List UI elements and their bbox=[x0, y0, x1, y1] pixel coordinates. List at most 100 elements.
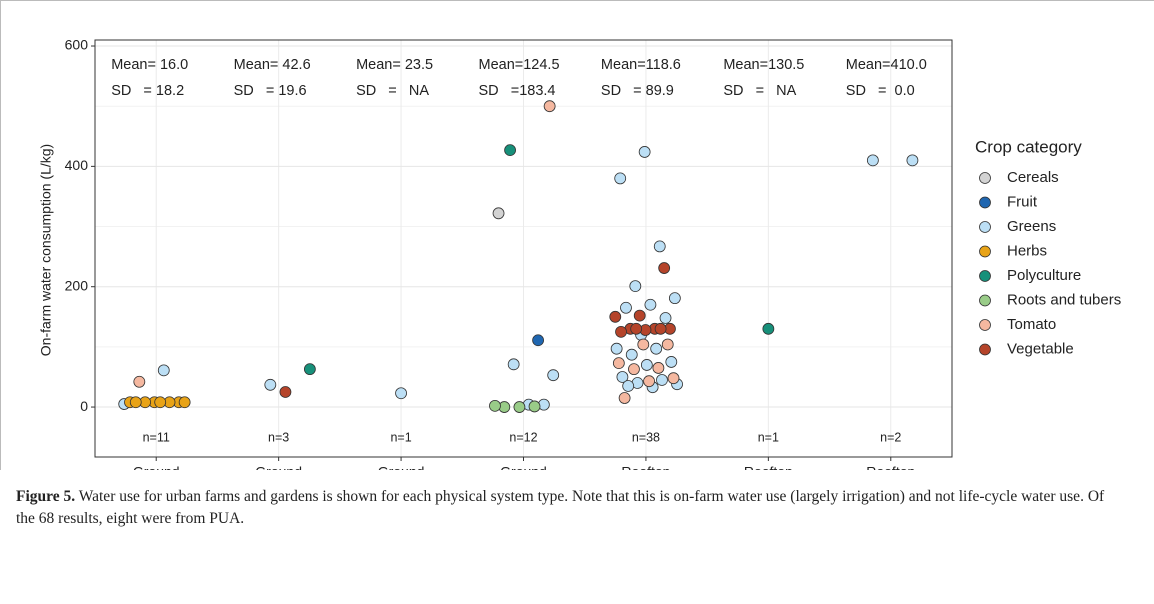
data-point bbox=[616, 371, 629, 383]
sd-label: SD = 89.9 bbox=[601, 83, 674, 99]
data-point bbox=[615, 325, 627, 338]
y-tick-label: 200 bbox=[65, 277, 89, 293]
data-point bbox=[504, 144, 516, 157]
legend-marker bbox=[979, 270, 991, 282]
data-point bbox=[644, 298, 657, 311]
data-point bbox=[628, 363, 640, 376]
mean-label: Mean=118.6 bbox=[601, 57, 681, 73]
n-label: n=38 bbox=[632, 430, 660, 444]
data-point bbox=[762, 322, 775, 335]
data-point bbox=[395, 387, 407, 400]
legend-marker bbox=[979, 319, 991, 331]
legend-label: Cereals bbox=[1007, 169, 1059, 186]
legend-label: Fruit bbox=[1007, 193, 1038, 210]
mean-label: Mean=410.0 bbox=[846, 57, 927, 73]
data-point bbox=[906, 154, 919, 167]
data-point bbox=[633, 309, 646, 322]
legend-label: Roots and tubers bbox=[1007, 291, 1121, 308]
data-point bbox=[129, 396, 142, 409]
legend-marker bbox=[979, 172, 991, 184]
legend-marker bbox=[979, 343, 991, 356]
n-label: n=1 bbox=[758, 430, 779, 444]
sd-label: SD = NA bbox=[356, 83, 429, 99]
legend-marker bbox=[979, 245, 991, 258]
legend-marker bbox=[979, 221, 991, 233]
data-point bbox=[154, 396, 167, 409]
data-point bbox=[629, 280, 642, 293]
data-point bbox=[630, 322, 643, 335]
data-point bbox=[661, 338, 674, 351]
data-point bbox=[532, 334, 544, 347]
sd-label: SD = 0.0 bbox=[846, 83, 915, 99]
n-label: n=12 bbox=[509, 430, 537, 444]
data-point bbox=[650, 342, 663, 355]
caption-text: Water use for urban farms and gardens is… bbox=[16, 488, 1105, 527]
y-tick-label: 0 bbox=[80, 398, 88, 414]
legend-title: Crop category bbox=[975, 137, 1082, 156]
mean-label: Mean= 23.5 bbox=[356, 57, 433, 73]
legend-marker bbox=[979, 196, 991, 209]
sd-label: SD =183.4 bbox=[479, 83, 556, 99]
data-point bbox=[659, 312, 672, 324]
y-tick-label: 600 bbox=[65, 37, 89, 53]
mean-label: Mean= 42.6 bbox=[234, 57, 311, 73]
data-point bbox=[658, 262, 671, 274]
data-point bbox=[547, 369, 560, 382]
data-point bbox=[665, 356, 678, 368]
legend-label: Vegetable bbox=[1007, 340, 1074, 357]
data-point bbox=[157, 364, 170, 377]
data-point bbox=[178, 396, 191, 409]
data-point bbox=[638, 146, 651, 158]
data-point bbox=[653, 240, 666, 253]
data-point bbox=[654, 322, 667, 335]
x-tick-label: Ground bbox=[255, 464, 302, 470]
data-point bbox=[667, 372, 680, 385]
legend-label: Herbs bbox=[1007, 242, 1047, 259]
data-point bbox=[489, 399, 501, 412]
data-point bbox=[622, 380, 635, 392]
x-tick-label: Rooftop bbox=[866, 464, 915, 470]
x-tick-label: Ground bbox=[133, 464, 180, 470]
data-point bbox=[620, 301, 632, 314]
y-axis-label: On-farm water consumption (L/kg) bbox=[38, 144, 54, 356]
legend-marker bbox=[979, 294, 991, 307]
y-tick-label: 400 bbox=[65, 157, 89, 173]
data-point bbox=[492, 207, 505, 220]
legend-label: Polyculture bbox=[1007, 267, 1081, 284]
x-tick-label: Ground bbox=[500, 464, 547, 470]
n-label: n=11 bbox=[143, 430, 170, 444]
data-point bbox=[528, 400, 541, 413]
data-point bbox=[610, 342, 623, 355]
x-tick-label: Rooftop bbox=[744, 464, 793, 470]
data-point bbox=[640, 359, 653, 371]
data-point bbox=[507, 358, 520, 371]
n-label: n=1 bbox=[390, 430, 411, 444]
data-point bbox=[513, 401, 526, 413]
n-label: n=2 bbox=[880, 430, 901, 444]
mean-label: Mean= 16.0 bbox=[111, 57, 188, 73]
n-label: n=3 bbox=[268, 430, 289, 444]
caption: Figure 5. Water use for urban farms and … bbox=[16, 486, 1126, 530]
data-point bbox=[643, 375, 655, 388]
data-point bbox=[303, 363, 316, 376]
legend-label: Greens bbox=[1007, 218, 1056, 235]
data-point bbox=[656, 374, 668, 386]
sd-label: SD = NA bbox=[723, 83, 796, 99]
data-point bbox=[618, 392, 631, 404]
mean-label: Mean=124.5 bbox=[479, 57, 560, 73]
data-point bbox=[652, 362, 665, 374]
data-point bbox=[264, 378, 277, 391]
data-point bbox=[133, 375, 146, 388]
caption-label: Figure 5. bbox=[16, 488, 76, 505]
legend-label: Tomato bbox=[1007, 316, 1056, 333]
data-point bbox=[668, 292, 681, 305]
sd-label: SD = 19.6 bbox=[234, 83, 307, 99]
data-point bbox=[279, 386, 292, 398]
plot-border bbox=[94, 39, 953, 458]
mean-label: Mean=130.5 bbox=[723, 57, 804, 73]
x-tick-label: Ground bbox=[378, 464, 425, 470]
data-point bbox=[609, 310, 622, 323]
sd-label: SD = 18.2 bbox=[111, 83, 184, 99]
data-point bbox=[625, 348, 638, 361]
